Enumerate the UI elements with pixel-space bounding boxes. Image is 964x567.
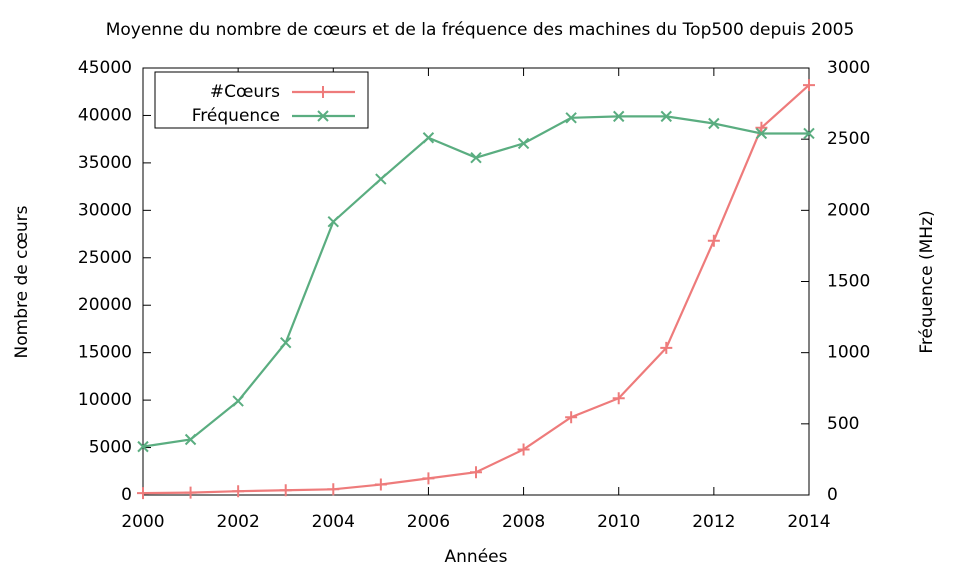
y-tick-label: 0 [121,485,132,505]
point-marker [517,443,530,456]
y2-tick-label: 0 [827,485,838,505]
y2-tick-label: 2500 [827,129,870,149]
point-marker [137,440,149,453]
point-marker [707,234,720,247]
y-tick-label: 25000 [78,248,132,268]
point-marker [660,110,672,123]
series-line [142,84,810,495]
x-axis-label: Années [445,547,508,567]
y2-tick-label: 2000 [827,200,870,220]
y-tick-label: 5000 [89,438,132,458]
legend-box [154,71,369,129]
y-tick-label: 40000 [78,105,132,125]
point-marker [422,132,435,144]
x-tick-label: 2006 [407,512,450,532]
point-marker [184,433,197,446]
y-tick-label: 15000 [78,343,132,363]
y2-tick-label: 3000 [827,58,870,78]
point-marker [184,486,197,499]
y-tick-label: 45000 [78,58,132,78]
point-marker [327,216,339,228]
y-tick-label: 10000 [78,390,132,410]
point-marker [708,117,720,130]
point-marker [470,466,482,479]
point-marker [470,151,482,164]
x-tick-label: 2004 [312,512,355,532]
point-marker [612,392,625,405]
chart-title: Moyenne du nombre de cœurs et de la fréq… [106,20,855,40]
point-marker [327,483,340,496]
point-marker [755,121,768,134]
point-marker [660,341,673,354]
point-marker [137,487,149,500]
x-tick-label: 2000 [121,512,164,532]
y-tick-label: 35000 [78,153,132,173]
point-marker [517,137,530,150]
legend-label: #Cœurs [210,82,280,102]
point-marker [374,478,387,491]
x-tick-label: 2014 [787,512,830,532]
y-tick-label: 20000 [78,295,132,315]
x-tick-label: 2010 [597,512,640,532]
point-marker [422,472,435,485]
point-marker [755,127,768,140]
point-marker [565,112,577,124]
point-marker [317,110,329,122]
x-tick-label: 2008 [502,512,545,532]
point-marker [317,86,329,98]
y2-axis-label: Fréquence (MHz) [917,210,937,353]
y2-tick-label: 500 [827,414,859,434]
plot-frame [142,67,810,496]
point-marker [565,411,578,424]
point-marker [375,173,387,185]
y2-tick-label: 1500 [827,272,870,292]
legend-label: Fréquence [192,106,280,126]
point-marker [803,79,815,92]
y-tick-label: 30000 [78,200,132,220]
point-marker [279,484,292,497]
point-marker [280,336,292,349]
y2-tick-label: 1000 [827,343,870,363]
point-marker [803,127,815,140]
x-tick-label: 2012 [692,512,735,532]
y-axis-label: Nombre de cœurs [12,205,32,358]
point-marker [613,110,625,123]
point-marker [232,395,244,407]
point-marker [232,485,245,498]
x-tick-label: 2002 [217,512,260,532]
